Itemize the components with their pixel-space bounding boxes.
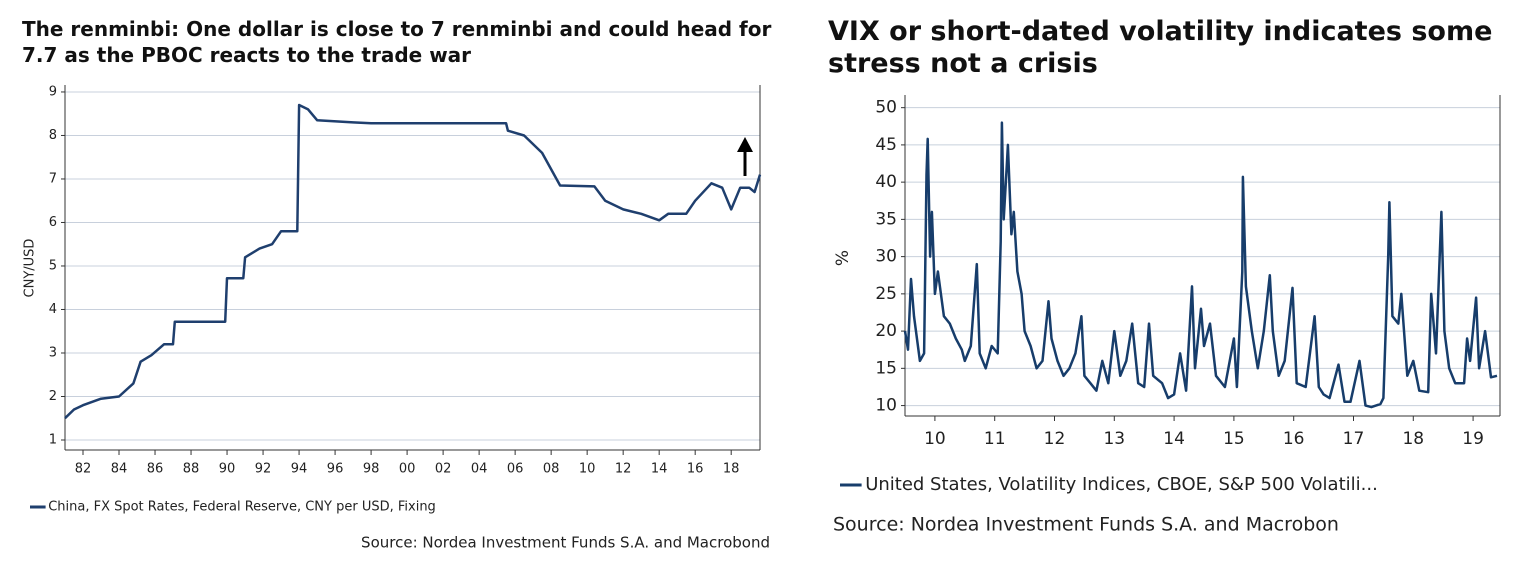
x-tick-label: 17 — [1343, 429, 1365, 449]
x-tick-label: 14 — [651, 462, 668, 477]
x-tick-label: 18 — [1402, 429, 1424, 449]
x-tick-label: 16 — [687, 462, 704, 477]
x-tick-label: 86 — [147, 462, 164, 477]
x-tick-label: 18 — [723, 462, 740, 477]
x-tick-label: 88 — [183, 462, 200, 477]
y-tick-label: 25 — [875, 284, 897, 304]
x-tick-label: 12 — [615, 462, 632, 477]
y-tick-label: 35 — [875, 209, 897, 229]
y-axis-label: % — [833, 250, 853, 266]
y-tick-label: 40 — [875, 172, 897, 192]
y-tick-label: 1 — [49, 432, 57, 447]
y-tick-label: 8 — [49, 128, 57, 143]
x-tick-label: 84 — [111, 462, 128, 477]
x-tick-label: 16 — [1283, 429, 1305, 449]
y-tick-label: 4 — [49, 302, 57, 317]
arrow — [737, 137, 753, 176]
x-tick-label: 90 — [219, 462, 236, 477]
y-tick-label: 7 — [49, 171, 57, 186]
x-tick-label: 19 — [1462, 429, 1484, 449]
x-tick-label: 06 — [507, 462, 524, 477]
x-tick-label: 08 — [543, 462, 560, 477]
y-tick-label: 15 — [875, 358, 897, 378]
legend-label: United States, Volatility Indices, CBOE,… — [865, 474, 1378, 495]
source: Source: Nordea Investment Funds S.A. and… — [833, 514, 1339, 536]
x-tick-label: 13 — [1103, 429, 1125, 449]
x-tick-label: 12 — [1044, 429, 1066, 449]
y-tick-label: 45 — [875, 135, 897, 155]
x-tick-label: 14 — [1163, 429, 1185, 449]
line — [903, 121, 1498, 409]
x-tick-label: 00 — [399, 462, 416, 477]
x-tick-label: 82 — [75, 462, 92, 477]
legend-label: China, FX Spot Rates, Federal Reserve, C… — [48, 500, 436, 515]
x-tick-label: 11 — [984, 429, 1006, 449]
y-axis-label: CNY/USD — [23, 239, 38, 298]
y-tick-label: 50 — [875, 98, 897, 118]
x-tick-label: 10 — [579, 462, 596, 477]
y-tick-label: 6 — [49, 215, 57, 230]
x-tick-label: 10 — [924, 429, 946, 449]
x-tick-label: 15 — [1223, 429, 1245, 449]
x-tick-label: 92 — [255, 462, 272, 477]
y-tick-label: 3 — [49, 345, 57, 360]
y-tick-label: 9 — [49, 84, 57, 99]
chart-title: The renminbi: One dollar is close to 7 r… — [22, 17, 772, 67]
y-tick-label: 2 — [49, 389, 57, 404]
x-tick-label: 94 — [291, 462, 308, 477]
y-tick-label: 10 — [875, 396, 897, 416]
y-tick-label: 30 — [875, 247, 897, 267]
x-tick-label: 04 — [471, 462, 488, 477]
line — [64, 103, 762, 420]
chart-title: VIX or short-dated volatility indicates … — [828, 16, 1493, 79]
y-tick-label: 20 — [875, 321, 897, 341]
x-tick-label: 02 — [435, 462, 452, 477]
source: Source: Nordea Investment Funds S.A. and… — [361, 534, 770, 552]
x-tick-label: 98 — [363, 462, 380, 477]
y-tick-label: 5 — [49, 258, 57, 273]
x-tick-label: 96 — [327, 462, 344, 477]
